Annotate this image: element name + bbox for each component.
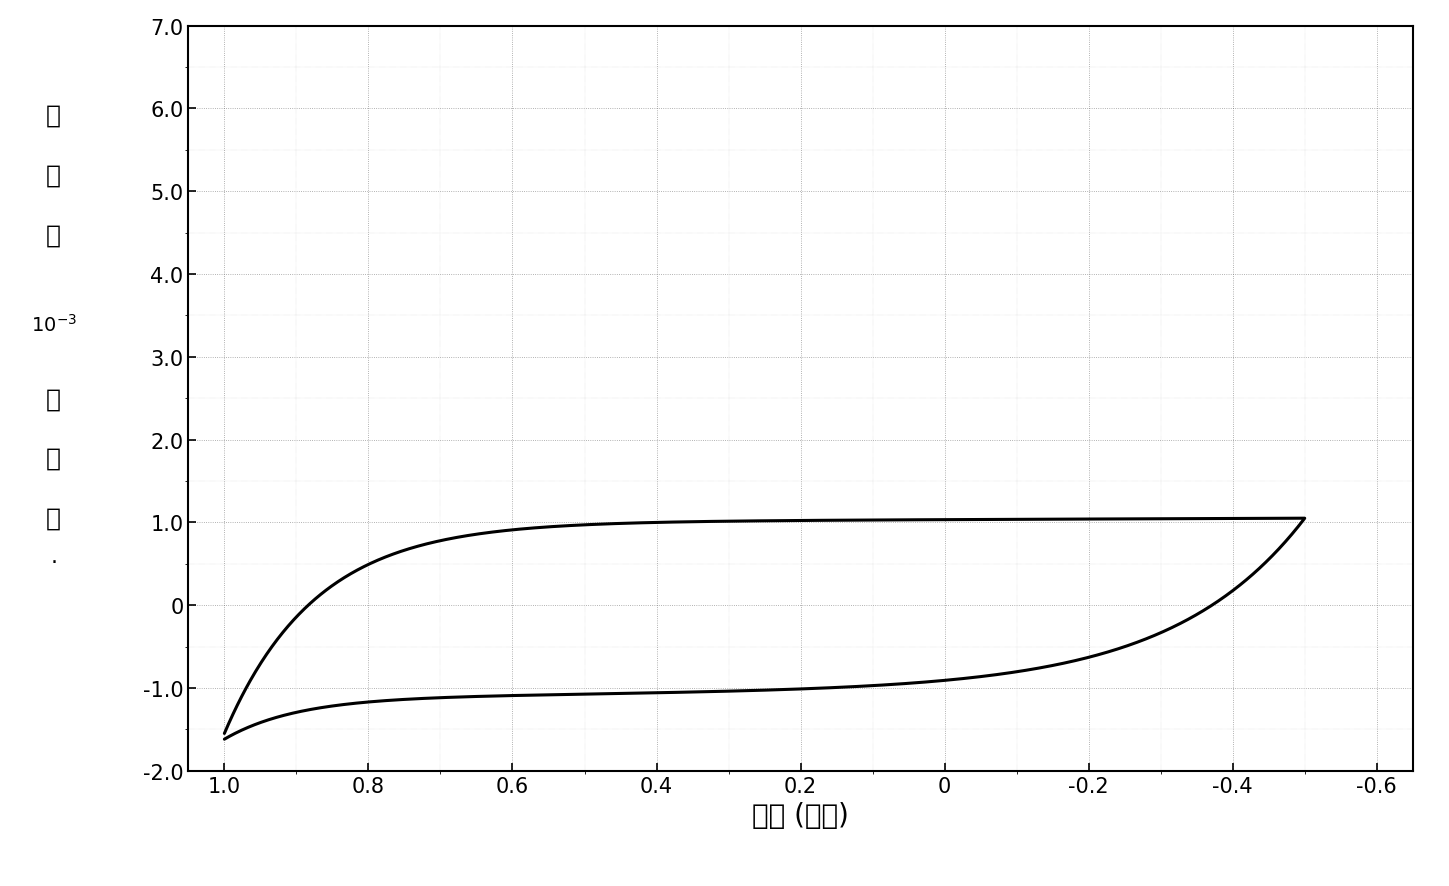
Text: ·: · (51, 553, 57, 572)
Text: ）: ） (46, 223, 61, 247)
X-axis label: 电压 (伏特): 电压 (伏特) (752, 801, 849, 829)
Text: （: （ (46, 506, 61, 530)
Text: 电: 电 (46, 104, 61, 128)
Text: 流: 流 (46, 163, 61, 188)
Text: $10^{-3}$: $10^{-3}$ (30, 314, 77, 335)
Text: 安: 安 (46, 386, 61, 411)
Text: 培: 培 (46, 447, 61, 470)
